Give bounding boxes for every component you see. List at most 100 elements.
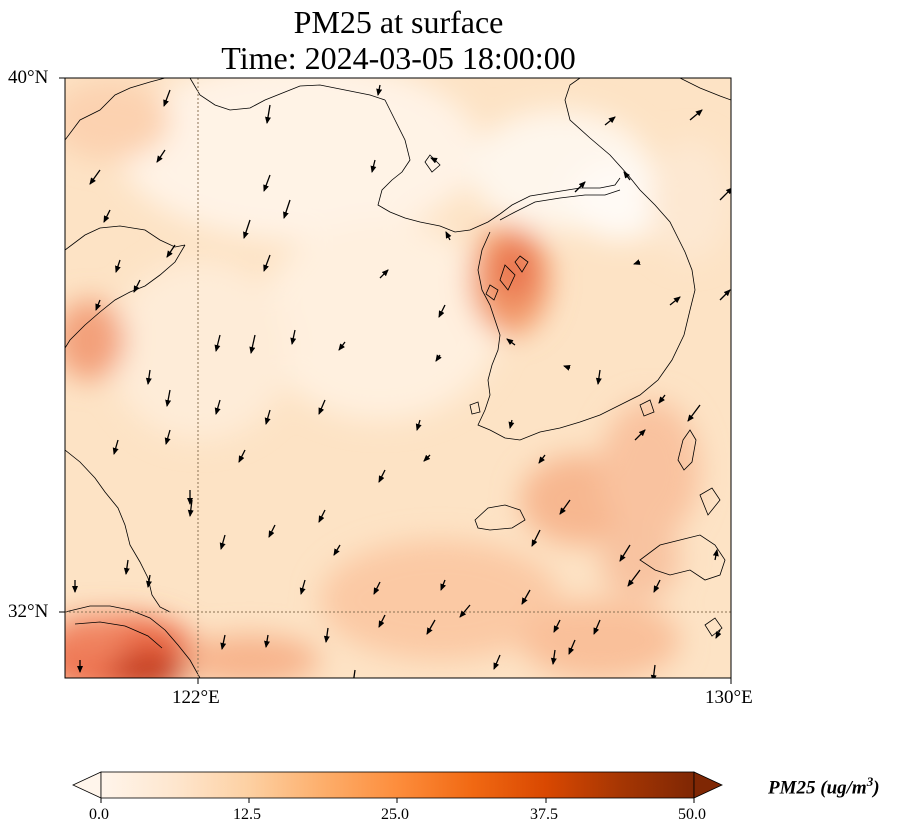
wind-arrow bbox=[438, 304, 446, 318]
wind-arrow bbox=[299, 579, 306, 595]
wind-arrow bbox=[687, 404, 701, 422]
wind-arrow bbox=[265, 104, 271, 124]
pm25-shading bbox=[65, 78, 730, 678]
wind-arrow bbox=[103, 209, 111, 223]
wind-arrow bbox=[634, 429, 646, 441]
wind-arrow bbox=[435, 354, 442, 362]
wind-arrow bbox=[163, 89, 171, 107]
wind-arrow bbox=[430, 157, 438, 164]
colorbar-tick-4: 50.0 bbox=[678, 806, 706, 823]
wind-arrow bbox=[219, 534, 226, 550]
wind-arrow bbox=[338, 341, 346, 351]
map-subtitle: Time: 2024-03-05 18:00:00 bbox=[221, 40, 576, 76]
wind-arrow bbox=[376, 84, 383, 96]
axis-ticks bbox=[59, 77, 732, 684]
wind-arrow bbox=[553, 619, 561, 633]
wind-arrow bbox=[379, 269, 389, 279]
wind-arrow bbox=[323, 627, 330, 643]
pm25-field bbox=[65, 78, 731, 678]
wind-arrow bbox=[89, 169, 101, 185]
colorbar-label-end: ) bbox=[873, 777, 880, 799]
wind-arrow bbox=[268, 524, 276, 538]
colorbar-tick-1: 12.5 bbox=[233, 806, 261, 823]
wind-arrow bbox=[619, 544, 631, 562]
colorbar-tick-2: 25.0 bbox=[381, 806, 409, 823]
wind-arrow bbox=[318, 509, 326, 523]
wind-arrow bbox=[459, 604, 471, 618]
wind-arrow bbox=[214, 399, 221, 415]
wind-arrow bbox=[263, 174, 271, 192]
wind-arrow bbox=[550, 649, 557, 665]
map-title: PM25 at surface bbox=[293, 4, 504, 40]
wind-arrow bbox=[264, 634, 270, 648]
wind-arrow bbox=[249, 334, 256, 354]
colorbar bbox=[72, 771, 723, 803]
wind-arrow bbox=[145, 369, 152, 385]
wind-arrow bbox=[633, 259, 641, 265]
wind-arrow bbox=[415, 419, 422, 431]
coastlines bbox=[65, 78, 731, 678]
wind-arrow bbox=[568, 639, 576, 655]
wind-arrow bbox=[658, 394, 666, 404]
lat-label-40n: 40°N bbox=[8, 67, 49, 88]
wind-arrow bbox=[493, 654, 501, 670]
wind-arrow bbox=[531, 529, 541, 547]
wind-arrow bbox=[426, 619, 436, 635]
wind-arrow bbox=[283, 199, 291, 219]
graticule bbox=[65, 78, 731, 678]
wind-arrow bbox=[115, 259, 121, 273]
wind-arrow bbox=[123, 559, 130, 575]
wind-arrow bbox=[264, 409, 271, 425]
wind-arrow bbox=[563, 365, 571, 371]
wind-arrow bbox=[627, 569, 641, 587]
colorbar-label: PM25 (ug/m3) bbox=[768, 774, 880, 799]
wind-arrow bbox=[559, 499, 571, 515]
wind-arrow bbox=[712, 549, 719, 561]
colorbar-tick-3: 37.5 bbox=[530, 806, 558, 823]
wind-arrow bbox=[623, 171, 631, 181]
lon-label-122e: 122°E bbox=[172, 687, 220, 708]
wind-arrow bbox=[378, 614, 386, 628]
lon-label-130e: 130°E bbox=[705, 687, 753, 708]
wind-arrow bbox=[263, 254, 271, 272]
wind-arrow bbox=[595, 369, 602, 385]
lat-label-32n: 32°N bbox=[8, 601, 49, 622]
colorbar-ramp bbox=[100, 771, 695, 799]
wind-arrow bbox=[593, 619, 601, 635]
wind-arrow bbox=[574, 181, 586, 193]
wind-arrow bbox=[440, 579, 447, 591]
wind-arrow bbox=[506, 338, 516, 346]
wind-arrow bbox=[214, 334, 221, 352]
wind-arrow bbox=[373, 581, 381, 595]
colorbar-label-main: PM25 (ug/m bbox=[768, 777, 867, 799]
wind-arrow bbox=[165, 389, 172, 407]
wind-arrow bbox=[112, 439, 119, 455]
colorbar-max-extend bbox=[693, 771, 723, 799]
wind-arrow bbox=[95, 299, 102, 311]
wind-arrow bbox=[653, 579, 661, 593]
wind-vectors bbox=[72, 84, 731, 678]
wind-arrow bbox=[719, 187, 731, 201]
wind-arrow bbox=[243, 219, 251, 239]
wind-arrow bbox=[290, 329, 297, 345]
wind-arrow bbox=[220, 634, 227, 650]
wind-arrow bbox=[370, 159, 377, 173]
colorbar-label-sup: 3 bbox=[866, 774, 874, 789]
wind-arrow bbox=[538, 454, 546, 464]
wind-arrow bbox=[238, 449, 246, 463]
wind-arrow bbox=[715, 629, 722, 639]
wind-arrow bbox=[164, 429, 171, 445]
wind-arrow bbox=[508, 419, 515, 429]
colorbar-tick-0: 0.0 bbox=[89, 806, 109, 823]
wind-arrow bbox=[650, 664, 657, 678]
wind-arrow bbox=[445, 231, 452, 241]
wind-arrow bbox=[333, 544, 341, 556]
wind-arrow bbox=[689, 109, 703, 121]
wind-arrow bbox=[350, 669, 357, 678]
wind-arrow bbox=[166, 244, 176, 258]
wind-arrow bbox=[378, 469, 386, 483]
wind-arrow bbox=[604, 116, 616, 126]
wind-arrow bbox=[669, 296, 681, 306]
wind-arrow bbox=[318, 399, 326, 415]
